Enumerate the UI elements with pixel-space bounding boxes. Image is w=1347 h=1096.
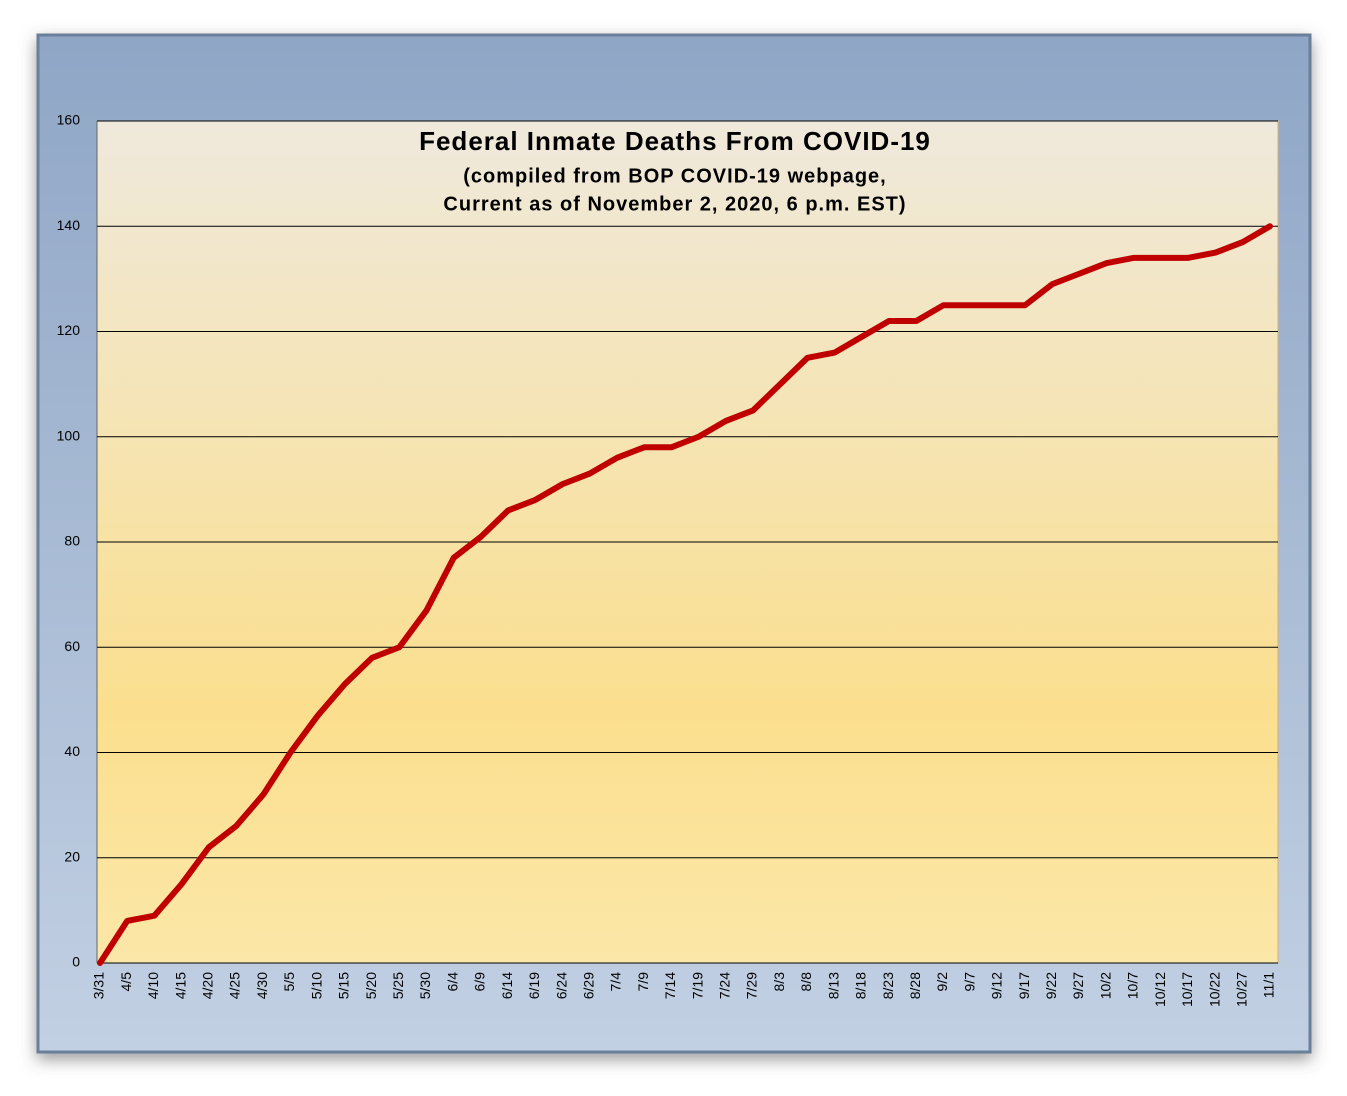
- x-tick-label: 10/12: [1152, 972, 1168, 1007]
- x-tick-label: 10/2: [1097, 972, 1113, 999]
- x-tick-label: 11/1: [1261, 972, 1277, 998]
- x-tick-label: 6/19: [526, 972, 542, 999]
- x-tick-label: 6/4: [444, 972, 460, 992]
- x-tick-label: 5/15: [336, 972, 352, 999]
- x-tick-label: 9/22: [1043, 972, 1059, 999]
- x-tick-label: 8/8: [798, 972, 814, 992]
- x-tick-label: 7/29: [744, 972, 760, 999]
- x-tick-label: 7/19: [689, 972, 705, 999]
- y-tick-label: 140: [57, 217, 81, 233]
- x-tick-label: 9/2: [934, 972, 950, 992]
- x-tick-label: 5/5: [281, 972, 297, 992]
- y-tick-label: 120: [57, 322, 81, 338]
- x-tick-label: 6/24: [553, 972, 569, 999]
- x-tick-label: 4/5: [118, 972, 134, 992]
- x-tick-label: 7/24: [717, 972, 733, 999]
- x-tick-label: 8/3: [771, 972, 787, 992]
- x-tick-label: 10/22: [1206, 972, 1222, 1007]
- data-line: [97, 223, 1273, 966]
- x-tick-label: 10/27: [1233, 972, 1249, 1007]
- y-tick-label: 40: [64, 743, 80, 759]
- x-tick-label: 3/31: [91, 972, 107, 999]
- y-tick-label: 60: [64, 638, 80, 654]
- x-tick-label: 6/9: [472, 972, 488, 992]
- x-tick-label: 9/7: [961, 972, 977, 992]
- subtitle: (compiled from BOP COVID-19 webpage,: [463, 165, 886, 187]
- x-tick-label: 6/29: [580, 972, 596, 999]
- x-tick-label: 5/30: [417, 972, 433, 999]
- y-tick-label: 0: [72, 954, 80, 970]
- x-tick-label: 4/20: [200, 972, 216, 999]
- y-tick-label: 160: [57, 112, 81, 128]
- x-tick-label: 5/20: [363, 972, 379, 999]
- x-tick-label: 10/7: [1125, 972, 1141, 999]
- x-tick-label: 4/10: [145, 972, 161, 999]
- x-tick-label: 7/14: [662, 972, 678, 999]
- x-tick-label: 9/17: [1016, 972, 1032, 999]
- x-tick-label: 8/13: [825, 972, 841, 999]
- x-tick-label: 9/27: [1070, 972, 1086, 999]
- x-tick-label: 5/25: [390, 972, 406, 999]
- x-tick-label: 9/12: [989, 972, 1005, 999]
- x-tick-label: 8/18: [853, 972, 869, 999]
- x-tick-label: 4/25: [227, 972, 243, 999]
- x-tick-label: 4/15: [172, 972, 188, 999]
- chart-title: Federal Inmate Deaths From COVID-19: [419, 126, 931, 156]
- y-tick-label: 80: [64, 533, 80, 549]
- x-tick-label: 4/30: [254, 972, 270, 999]
- y-tick-label: 20: [64, 848, 80, 864]
- subtitle: Current as of November 2, 2020, 6 p.m. E…: [443, 193, 906, 215]
- x-tick-label: 8/23: [880, 972, 896, 999]
- y-tick-label: 100: [57, 427, 81, 443]
- x-tick-label: 5/10: [308, 972, 324, 999]
- x-tick-label: 8/28: [907, 972, 923, 999]
- x-tick-label: 7/4: [608, 972, 624, 992]
- x-tick-label: 6/14: [499, 972, 515, 999]
- x-tick-label: 10/17: [1179, 972, 1195, 1007]
- x-tick-label: 7/9: [635, 972, 651, 992]
